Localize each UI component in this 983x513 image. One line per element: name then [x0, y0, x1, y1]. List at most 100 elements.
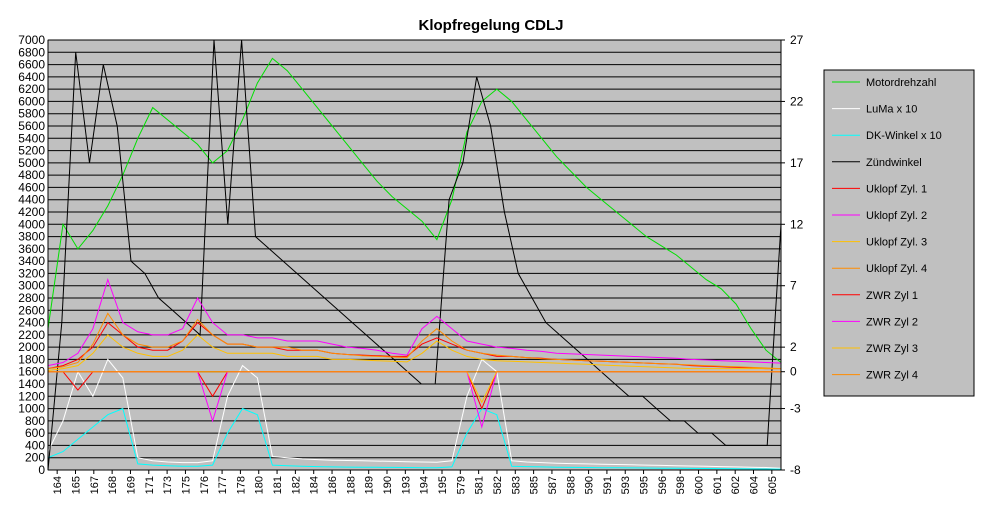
- x-tick-label: 193: [400, 476, 412, 494]
- y-right-tick-label: -3: [790, 402, 801, 416]
- series-line-2: [47, 407, 782, 470]
- y-left-tick-label: 2400: [18, 316, 45, 330]
- x-tick-label: 181: [272, 476, 284, 494]
- series-line-7: [47, 312, 782, 370]
- legend-entry-10: ZWR Zyl 3: [866, 343, 918, 355]
- y-left-tick-label: 600: [25, 426, 45, 440]
- x-tick-label: 190: [382, 476, 394, 494]
- y-left-tick-label: 5600: [18, 119, 45, 133]
- x-tick-label: 194: [419, 476, 431, 494]
- x-tick-label: 604: [749, 476, 761, 494]
- x-tick-label: 165: [70, 476, 82, 494]
- y-left-tick-label: 4200: [18, 205, 45, 219]
- y-right-tick-label: 22: [790, 94, 804, 108]
- y-right-tick-label: 17: [790, 156, 804, 170]
- x-tick-label: 169: [125, 476, 137, 494]
- legend: Motordrehzahl LuMa x 10 DK-Winkel x 10 Zünd…: [823, 69, 975, 397]
- y-left-tick-label: 1600: [18, 365, 45, 379]
- y-left-tick-label: 3600: [18, 242, 45, 256]
- legend-entry-1: LuMa x 10: [866, 104, 917, 116]
- y-right-tick-label: 7: [790, 279, 797, 293]
- y-left-tick-label: 1400: [18, 377, 45, 391]
- x-tick-label: 189: [364, 476, 376, 494]
- series-line-5: [47, 277, 782, 367]
- x-tick-label: 585: [529, 476, 541, 494]
- legend-entry-4: Uklopf Zyl. 1: [866, 183, 927, 195]
- y-right-tick-label: -8: [790, 463, 801, 477]
- series-line-6: [47, 334, 781, 371]
- x-tick-label: 593: [620, 476, 632, 494]
- grid-lines: [48, 39, 781, 471]
- legend-entry-9: ZWR Zyl 2: [866, 316, 918, 328]
- y-left-tick-label: 4800: [18, 168, 45, 182]
- y-left-tick-label: 400: [25, 438, 45, 452]
- legend-entry-11: ZWR Zyl 4: [866, 370, 918, 382]
- y-left-tick-label: 6600: [18, 58, 45, 72]
- x-tick-label: 186: [327, 476, 339, 494]
- y-left-tick-label: 1200: [18, 389, 45, 403]
- x-tick-label: 590: [584, 476, 596, 494]
- legend-entry-0: Motordrehzahl: [866, 77, 936, 89]
- x-tick-label: 178: [235, 476, 247, 494]
- x-tick-label: 601: [712, 476, 724, 494]
- legend-entry-2: DK-Winkel x 10: [866, 130, 942, 142]
- y-left-tick-label: 2800: [18, 291, 45, 305]
- y-left-tick-label: 4400: [18, 193, 45, 207]
- x-tick-label: 175: [180, 476, 192, 494]
- x-tick-label: 591: [602, 476, 614, 494]
- x-tick-label: 605: [767, 476, 779, 494]
- y-left-tick-label: 2000: [18, 340, 45, 354]
- x-tick-label: 182: [290, 476, 302, 494]
- y-left-tick-label: 3400: [18, 254, 45, 268]
- x-tick-label: 583: [510, 476, 522, 494]
- x-tick-label: 177: [217, 476, 229, 494]
- x-tick-label: 167: [89, 476, 101, 494]
- plot-area: [47, 39, 782, 471]
- x-tick-label: 184: [309, 476, 321, 494]
- x-tick-label: 595: [639, 476, 651, 494]
- axes: 0200400600800100012001400160018002000220…: [18, 33, 803, 494]
- chart-title: Klopfregelung CDLJ: [419, 17, 564, 34]
- x-tick-label: 581: [474, 476, 486, 494]
- y-left-tick-label: 1000: [18, 402, 45, 416]
- x-tick-label: 168: [107, 476, 119, 494]
- x-tick-label: 596: [657, 476, 669, 494]
- y-left-tick-label: 5400: [18, 131, 45, 145]
- y-left-tick-label: 0: [38, 463, 45, 477]
- y-left-tick-label: 5800: [18, 107, 45, 121]
- y-right-tick-label: 12: [790, 217, 804, 231]
- x-tick-label: 582: [492, 476, 504, 494]
- x-tick-label: 173: [162, 476, 174, 494]
- y-left-tick-label: 6000: [18, 94, 45, 108]
- x-tick-label: 188: [345, 476, 357, 494]
- y-left-tick-label: 5200: [18, 144, 45, 158]
- y-left-tick-label: 3800: [18, 230, 45, 244]
- y-left-tick-label: 3200: [18, 266, 45, 280]
- x-tick-label: 587: [547, 476, 559, 494]
- legend-entry-3: Zündwinkel: [866, 157, 922, 169]
- y-left-tick-label: 2600: [18, 303, 45, 317]
- y-right-tick-label: 0: [790, 365, 797, 379]
- x-tick-label: 180: [254, 476, 266, 494]
- legend-entry-8: ZWR Zyl 1: [866, 290, 918, 302]
- y-left-tick-label: 800: [25, 414, 45, 428]
- y-left-tick-label: 2200: [18, 328, 45, 342]
- x-tick-label: 164: [52, 476, 64, 494]
- x-tick-label: 602: [730, 476, 742, 494]
- y-left-tick-label: 4000: [18, 217, 45, 231]
- y-left-tick-label: 7000: [18, 33, 45, 47]
- y-left-tick-label: 5000: [18, 156, 45, 170]
- y-left-tick-label: 6400: [18, 70, 45, 84]
- x-tick-label: 171: [144, 476, 156, 494]
- y-left-tick-label: 1800: [18, 352, 45, 366]
- y-left-tick-label: 3000: [18, 279, 45, 293]
- y-right-tick-label: 2: [790, 340, 797, 354]
- legend-entry-6: Uklopf Zyl. 3: [866, 237, 927, 249]
- series-line-1: [47, 358, 782, 469]
- series-line-3: [47, 39, 782, 471]
- series-lines: [47, 39, 782, 471]
- series-line-0: [47, 57, 782, 363]
- y-right-tick-label: 27: [790, 33, 804, 47]
- legend-entry-5: Uklopf Zyl. 2: [866, 210, 927, 222]
